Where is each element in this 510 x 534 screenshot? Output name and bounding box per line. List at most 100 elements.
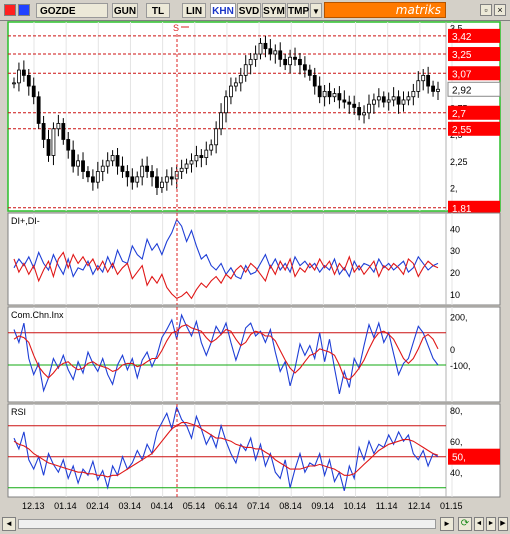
scroll-left-icon[interactable]: ◄ xyxy=(2,517,16,531)
scroll-track[interactable] xyxy=(18,519,436,529)
candle-body xyxy=(347,101,352,105)
sym-button[interactable]: SYM xyxy=(262,3,286,18)
level-badge xyxy=(448,28,500,43)
close-icon[interactable]: × xyxy=(494,4,506,16)
level-badge xyxy=(448,66,500,81)
cci-series-1-line xyxy=(13,324,439,381)
candle-body xyxy=(396,96,401,105)
x-tick-label: 08.14 xyxy=(279,501,302,511)
candle-body xyxy=(283,58,288,66)
candle-body xyxy=(150,171,154,178)
candle-body xyxy=(302,64,307,71)
x-tick-label: 06.14 xyxy=(215,501,238,511)
khn-button[interactable]: KHN xyxy=(210,3,236,18)
candle-body xyxy=(184,163,189,169)
level-label: 3,07 xyxy=(452,69,472,80)
candle-body xyxy=(194,155,199,162)
brand-logo: matriks xyxy=(324,2,446,18)
signal-marker: S xyxy=(173,23,179,33)
red-color-swatch[interactable] xyxy=(4,4,16,16)
candle-body xyxy=(135,176,140,183)
chevron-down-icon[interactable]: ▼ xyxy=(310,3,322,18)
candle-body xyxy=(56,123,61,130)
candle-body xyxy=(288,56,292,66)
candle-body xyxy=(416,80,421,92)
cci-tick-label: -100, xyxy=(450,361,471,371)
candle-body xyxy=(160,181,164,188)
candle-body xyxy=(105,160,110,167)
di-pane: DI+,DI- 40 30 20 10 xyxy=(7,212,501,306)
candle-body xyxy=(95,171,100,183)
candle-body xyxy=(81,160,85,172)
symbol-field[interactable]: GOZDE xyxy=(36,3,108,18)
candle-body xyxy=(155,176,159,188)
x-tick-label: 05.14 xyxy=(183,501,206,511)
candle-body xyxy=(337,93,342,101)
scrollbar[interactable]: ◄ ► ⟳ ◄ ► ▶ xyxy=(0,514,510,534)
zoom-out-icon[interactable]: ◄ xyxy=(474,517,484,531)
candle-body xyxy=(71,149,76,167)
rsi-series-0-line xyxy=(13,405,439,491)
candle-body xyxy=(391,96,396,101)
refresh-icon[interactable]: ⟳ xyxy=(458,517,472,531)
candle-body xyxy=(401,99,406,105)
di-tick-label: 10 xyxy=(450,290,460,300)
candle-body xyxy=(367,103,371,114)
x-tick-label: 07.14 xyxy=(247,501,270,511)
candle-body xyxy=(258,42,263,55)
blue-color-swatch[interactable] xyxy=(18,4,30,16)
candle-body xyxy=(253,53,258,60)
candle-body xyxy=(386,99,391,103)
candle-body xyxy=(248,58,253,66)
candle-body xyxy=(179,167,184,172)
scroll-right-icon[interactable]: ► xyxy=(440,517,454,531)
candle-body xyxy=(307,69,312,76)
candle-body xyxy=(86,171,90,178)
last-price-box xyxy=(447,81,501,97)
rsi-series-1-line xyxy=(13,422,439,478)
svd-button[interactable]: SVD xyxy=(237,3,261,18)
di-frame xyxy=(7,212,501,306)
candle-body xyxy=(51,128,56,156)
candle-body xyxy=(110,155,115,162)
candle-body xyxy=(17,69,21,84)
candle-body xyxy=(61,123,66,140)
x-tick-label: 03.14 xyxy=(118,501,141,511)
x-tick-label: 12.14 xyxy=(408,501,431,511)
candle-body xyxy=(41,123,46,140)
candle-body xyxy=(214,128,219,146)
candle-body xyxy=(352,103,357,108)
x-axis: 12.13 01.14 02.14 03.14 04.14 05.14 06.14 07.14… xyxy=(22,501,463,511)
rsi-title: RSI xyxy=(11,407,26,417)
tl-button[interactable]: TL xyxy=(146,3,170,18)
lin-button[interactable]: LIN xyxy=(182,3,206,18)
window-icon[interactable]: ▫ xyxy=(480,4,492,16)
candle-body xyxy=(421,74,426,82)
cci-frame xyxy=(7,306,501,403)
candle-body xyxy=(357,107,362,116)
gun-button[interactable]: GUN xyxy=(112,3,138,18)
rsi-tick-label: 80, xyxy=(450,406,463,416)
rsi-highlight-label: 50, xyxy=(452,453,466,464)
candle-body xyxy=(199,155,204,159)
price-tick-label: 3,5 xyxy=(450,23,463,33)
zoom-in-icon[interactable]: ► xyxy=(486,517,496,531)
candle-body xyxy=(431,85,435,92)
candle-body xyxy=(327,91,332,98)
toolbar: GOZDE GUN TL LIN KHN SVD SYM TMP ▼ matri… xyxy=(0,0,510,21)
level-label: 3,42 xyxy=(452,32,472,43)
candle-body xyxy=(278,50,283,60)
zoom-in-icon-2[interactable]: ▶ xyxy=(498,517,508,531)
di-title: DI+,DI- xyxy=(11,216,40,226)
rsi-tick-label: 40, xyxy=(450,468,463,478)
candle-body xyxy=(342,99,347,103)
candle-body xyxy=(372,99,376,105)
tmp-button[interactable]: TMP xyxy=(287,3,309,18)
x-tick-label: 10.14 xyxy=(344,501,367,511)
candle-body xyxy=(229,85,233,98)
candle-body xyxy=(90,176,95,183)
candle-body xyxy=(273,50,278,55)
candle-body xyxy=(224,96,228,114)
candle-body xyxy=(125,171,130,178)
